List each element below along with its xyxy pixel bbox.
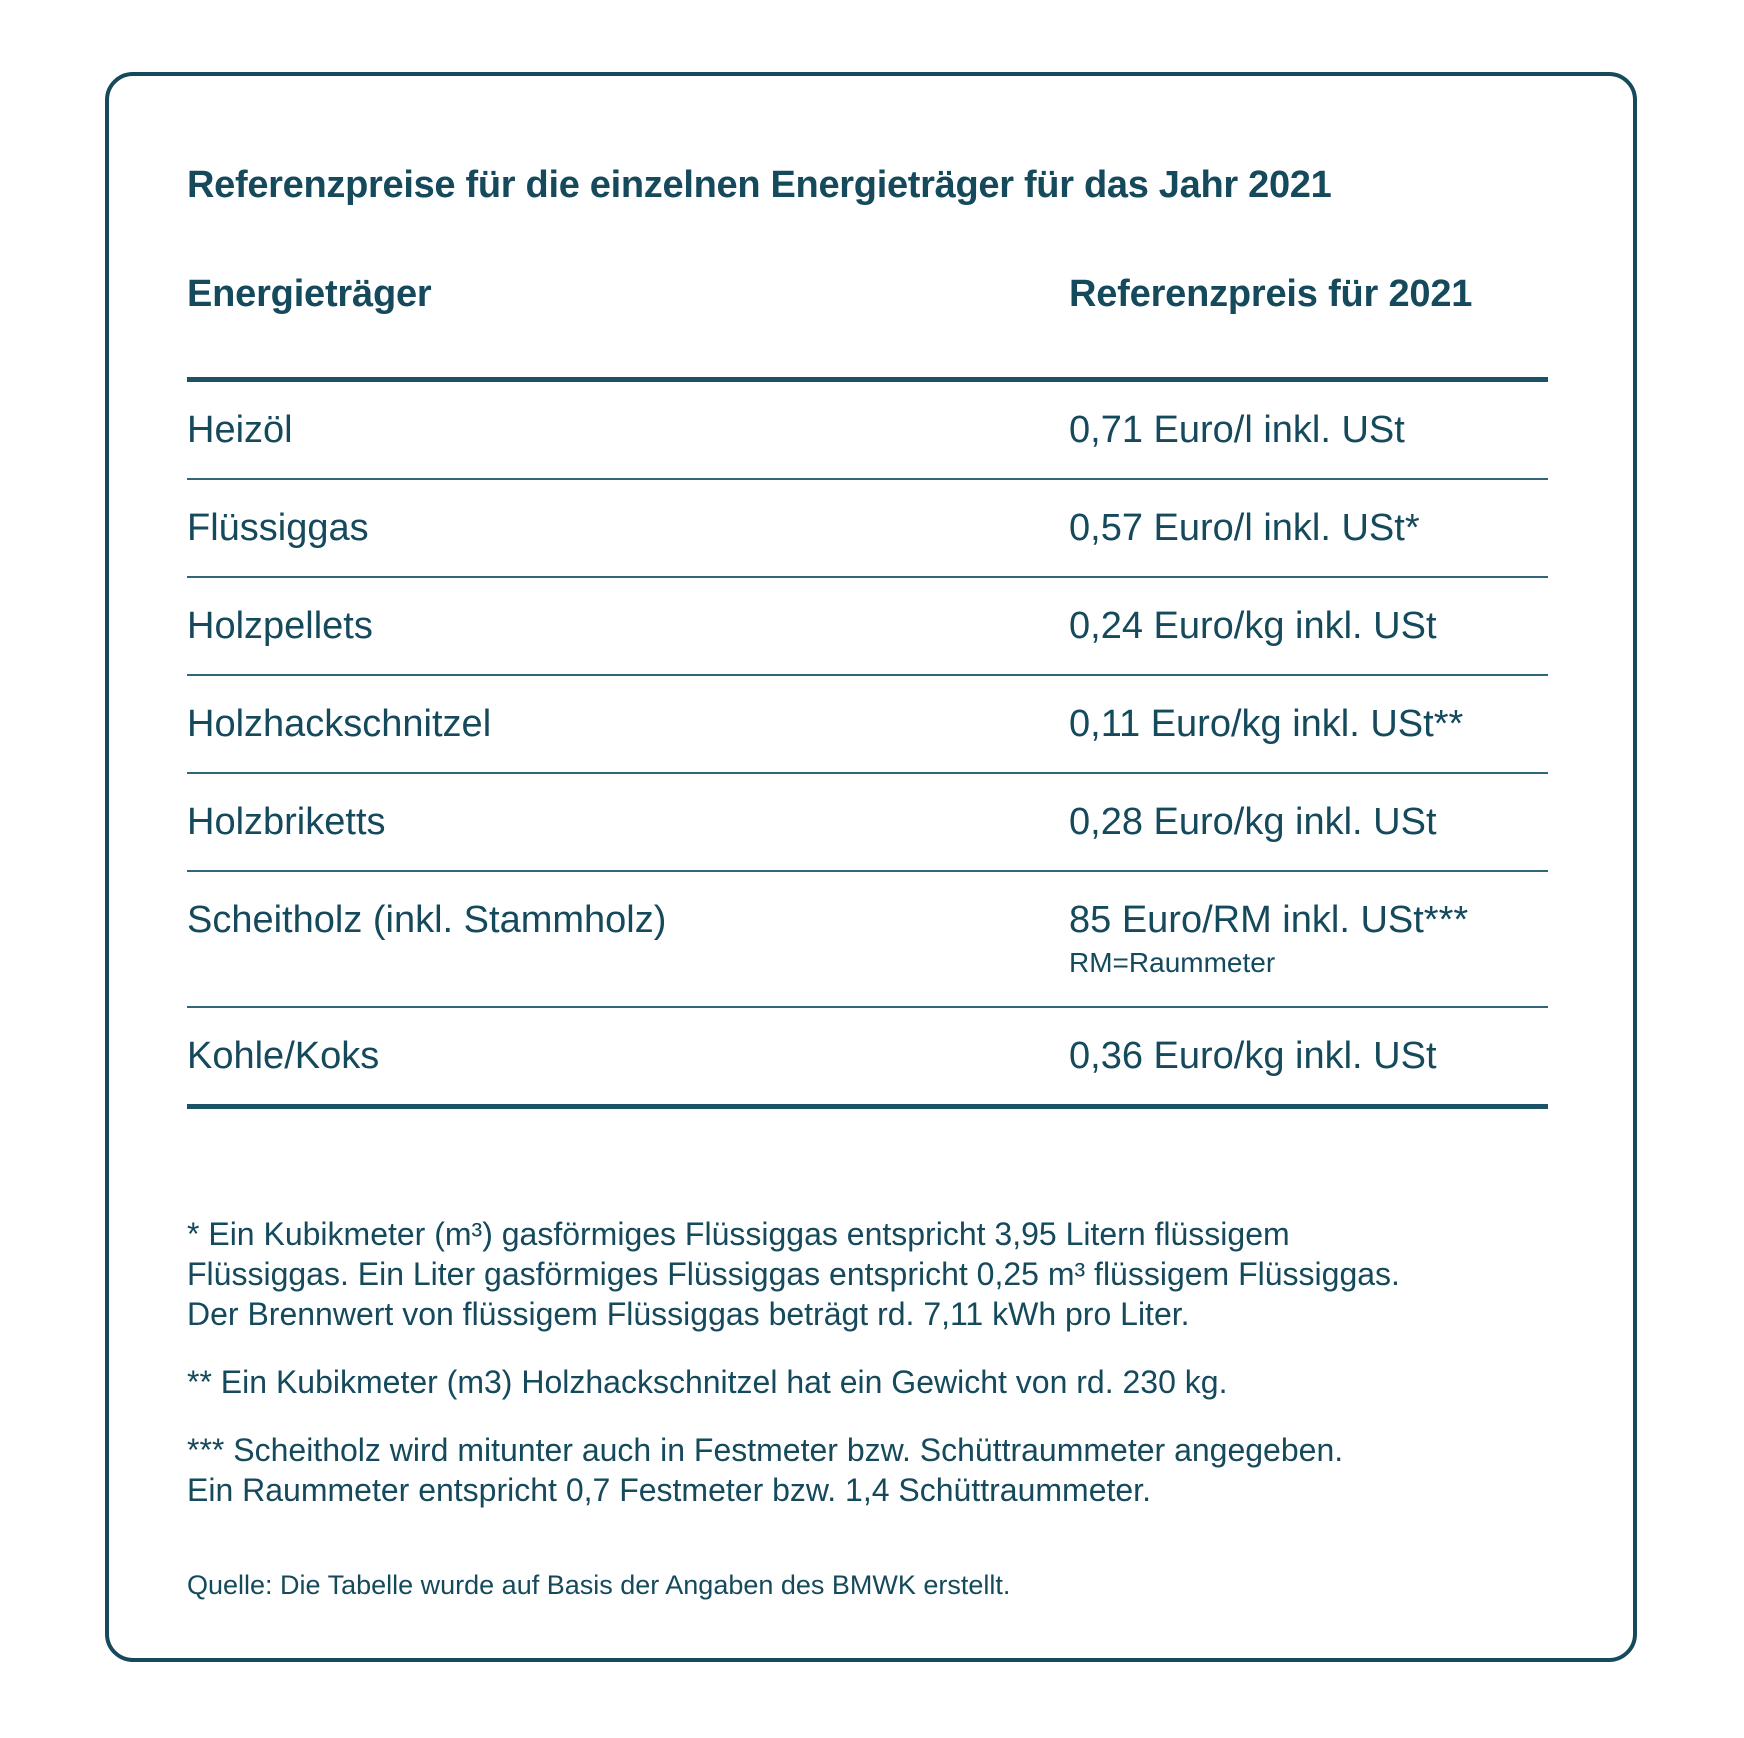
reference-price-card: Referenzpreise für die einzelnen Energie… [105,72,1637,1662]
page-title: Referenzpreise für die einzelnen Energie… [187,164,1332,206]
table-row: Holzpellets 0,24 Euro/kg inkl. USt [187,578,1548,676]
column-header-reference-price: Referenzpreis für 2021 [1069,273,1473,315]
row-value-text: 0,36 Euro/kg inkl. USt [1069,1035,1437,1077]
table-row: Flüssiggas 0,57 Euro/l inkl. USt* [187,480,1548,578]
table-row: Scheitholz (inkl. Stammholz) 85 Euro/RM … [187,872,1548,1008]
row-value: 0,24 Euro/kg inkl. USt [1069,604,1548,648]
table-row: Kohle/Koks 0,36 Euro/kg inkl. USt [187,1008,1548,1109]
footnote-wood-chips: ** Ein Kubikmeter (m3) Holzhackschnitzel… [187,1364,1228,1400]
row-value-text: 0,71 Euro/l inkl. USt [1069,409,1405,451]
row-value-text: 0,24 Euro/kg inkl. USt [1069,605,1437,647]
row-value-text: 85 Euro/RM inkl. USt*** [1069,899,1469,941]
table-row: Heizöl 0,71 Euro/l inkl. USt [187,382,1548,480]
table-row: Holzhackschnitzel 0,11 Euro/kg inkl. USt… [187,676,1548,774]
row-note: RM=Raummeter [1069,947,1276,978]
row-label: Flüssiggas [187,507,369,549]
row-value: 0,11 Euro/kg inkl. USt** [1069,702,1548,746]
row-value: 0,71 Euro/l inkl. USt [1069,408,1548,452]
column-header-energy-source: Energieträger [187,273,432,315]
source-note: Quelle: Die Tabelle wurde auf Basis der … [187,1570,1011,1600]
row-label: Holzhackschnitzel [187,703,492,745]
footnote-liquid-gas: * Ein Kubikmeter (m³) gasförmiges Flüssi… [187,1216,1400,1332]
row-value-text: 0,28 Euro/kg inkl. USt [1069,801,1437,843]
row-value-text: 0,57 Euro/l inkl. USt* [1069,507,1420,549]
row-value: 0,36 Euro/kg inkl. USt [1069,1034,1548,1078]
row-label: Holzbriketts [187,801,386,843]
row-value: 0,57 Euro/l inkl. USt* [1069,506,1548,550]
table-header-row: Energieträger Referenzpreis für 2021 [187,271,1548,382]
row-value: 0,28 Euro/kg inkl. USt [1069,800,1548,844]
table-row: Holzbriketts 0,28 Euro/kg inkl. USt [187,774,1548,872]
row-label: Scheitholz (inkl. Stammholz) [187,899,667,941]
row-label: Kohle/Koks [187,1035,380,1077]
price-table: Energieträger Referenzpreis für 2021 Hei… [187,271,1548,1109]
row-value: 85 Euro/RM inkl. USt*** RM=Raummeter [1069,898,1548,980]
footnotes-section: * Ein Kubikmeter (m³) gasförmiges Flüssi… [187,1214,1548,1510]
row-label: Holzpellets [187,605,373,647]
row-value-text: 0,11 Euro/kg inkl. USt** [1069,703,1464,745]
footnote-firewood: *** Scheitholz wird mitunter auch in Fes… [187,1432,1344,1508]
row-label: Heizöl [187,409,293,451]
